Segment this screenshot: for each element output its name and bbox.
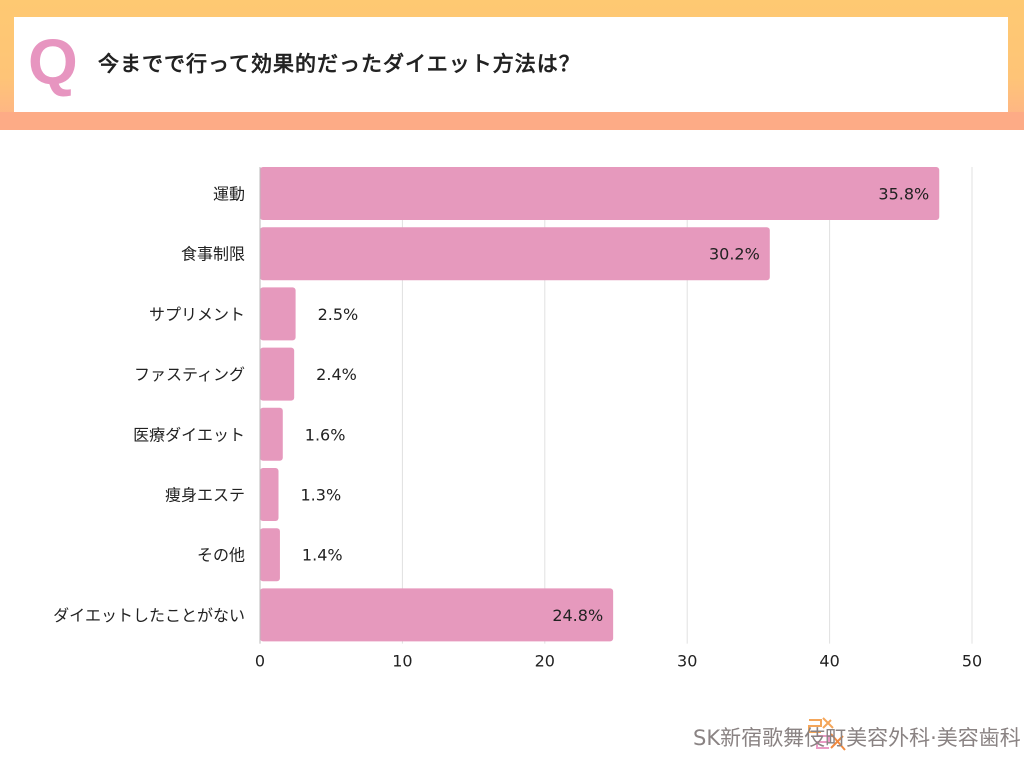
x-tick-label: 10 (392, 652, 412, 671)
data-label: 30.2% (709, 245, 760, 264)
bar (260, 468, 279, 521)
category-label: ファスティング (134, 365, 245, 384)
data-label: 24.8% (552, 606, 603, 625)
x-tick-label: 0 (255, 652, 265, 671)
category-label: 痩身エステ (165, 486, 245, 505)
bar (260, 167, 940, 220)
bar (260, 528, 280, 582)
category-label: 食事制限 (181, 245, 245, 264)
question-box (14, 17, 1008, 112)
x-tick-label: 20 (535, 652, 555, 671)
data-label: 1.4% (302, 546, 343, 565)
bar (260, 227, 770, 281)
bar (260, 347, 295, 401)
q-mark: Q (28, 26, 78, 98)
category-label: サプリメント (149, 305, 245, 324)
bar (260, 407, 283, 461)
data-label: 1.3% (301, 486, 342, 505)
question-title: 今までで行って効果的だったダイエット方法は？ (98, 52, 581, 76)
category-label: 医療ダイエット (133, 425, 245, 444)
header-bottom-band (0, 112, 1024, 130)
bar (260, 287, 296, 341)
x-tick-label: 40 (819, 652, 839, 671)
data-label: 1.6% (305, 425, 346, 444)
bar (260, 588, 614, 642)
x-tick-label: 50 (962, 652, 982, 671)
x-tick-label: 30 (677, 652, 697, 671)
category-label: 運動 (213, 185, 245, 204)
brand-name: SK新宿歌舞伎町美容外科·美容歯科 (693, 726, 1021, 750)
data-label: 2.5% (318, 305, 359, 324)
sk-logo-icon (808, 717, 846, 751)
category-label: その他 (197, 546, 245, 565)
data-label: 35.8% (878, 185, 929, 204)
category-label: ダイエットしたことがない (53, 606, 245, 625)
data-label: 2.4% (316, 365, 357, 384)
